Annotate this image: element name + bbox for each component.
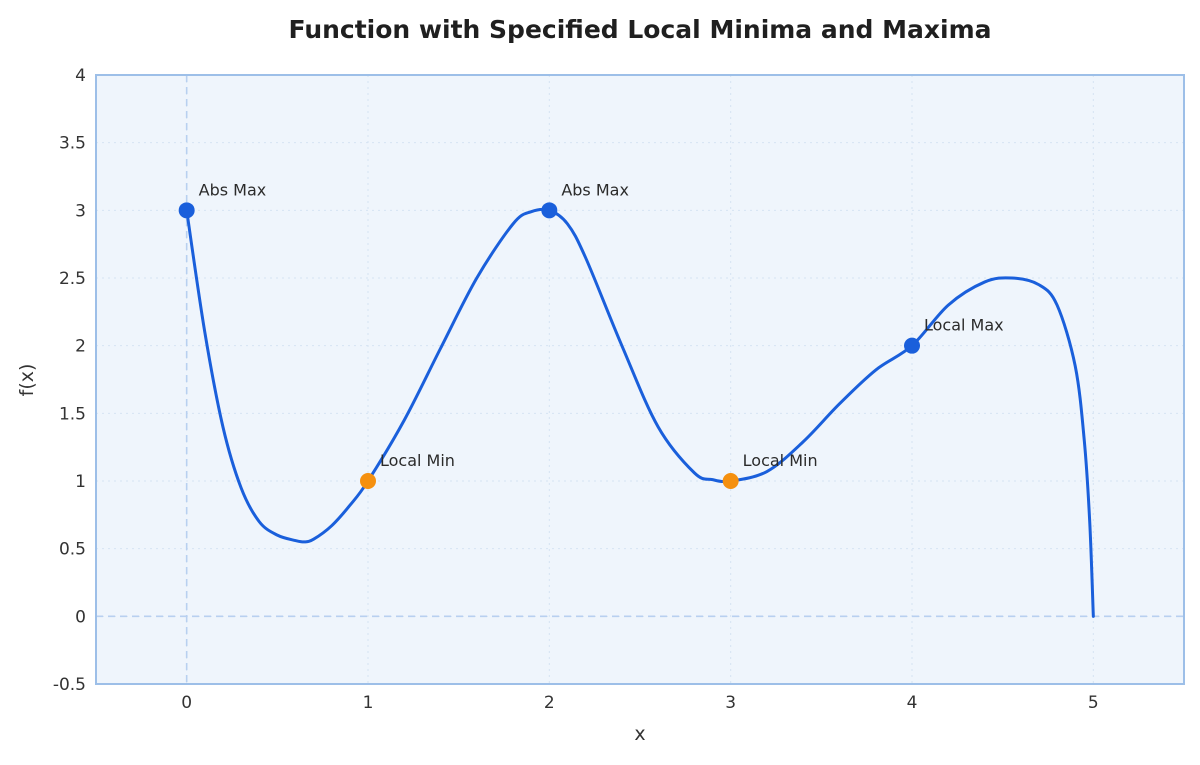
x-tick-label-2: 2 (544, 693, 555, 713)
y-tick-labels: -0.5 0 0.5 1 1.5 2 2.5 3 3.5 4 (53, 66, 86, 695)
plot-frame (95, 74, 1185, 685)
x-tick-label-3: 3 (725, 693, 736, 713)
point-label-4: Local Max (924, 316, 1004, 335)
point-label-2: Abs Max (561, 180, 629, 199)
plot-background (96, 75, 1184, 684)
y-tick-label-8: 3.5 (59, 134, 86, 154)
point-marker-2 (541, 202, 558, 219)
x-tick-labels: 0 1 2 3 4 5 (181, 693, 1098, 713)
y-tick-label-1: 0 (75, 607, 86, 627)
y-tick-label-9: 4 (75, 66, 86, 86)
y-tick-label-2: 0.5 (59, 540, 86, 560)
y-axis-label: f(x) (16, 364, 38, 397)
x-axis-label: x (634, 723, 645, 745)
x-tick-label-5: 5 (1088, 693, 1099, 713)
x-tick-label-4: 4 (907, 693, 918, 713)
point-marker-4 (904, 337, 920, 354)
point-label-3: Local Min (743, 451, 818, 470)
y-tick-label-7: 3 (75, 201, 86, 221)
y-tick-label-6: 2.5 (59, 269, 86, 289)
chart-title: Function with Specified Local Minima and… (288, 15, 991, 44)
x-tick-label-0: 0 (181, 693, 192, 713)
y-tick-label-4: 1.5 (59, 404, 86, 424)
point-marker-1 (360, 473, 376, 489)
point-label-1: Local Min (380, 451, 455, 470)
extrema-points: Abs Max Local Min Abs Max Local Min Local Ma… (178, 180, 1004, 489)
y-tick-label-5: 2 (75, 337, 86, 357)
reference-lines (96, 75, 1184, 684)
x-tick-label-1: 1 (363, 693, 374, 713)
point-marker-0 (178, 202, 195, 219)
point-marker-3 (722, 473, 739, 489)
y-tick-label-3: 1 (75, 472, 86, 492)
point-label-0: Abs Max (199, 180, 267, 199)
y-tick-label-0: -0.5 (53, 675, 86, 695)
function-curve (185, 207, 1095, 618)
